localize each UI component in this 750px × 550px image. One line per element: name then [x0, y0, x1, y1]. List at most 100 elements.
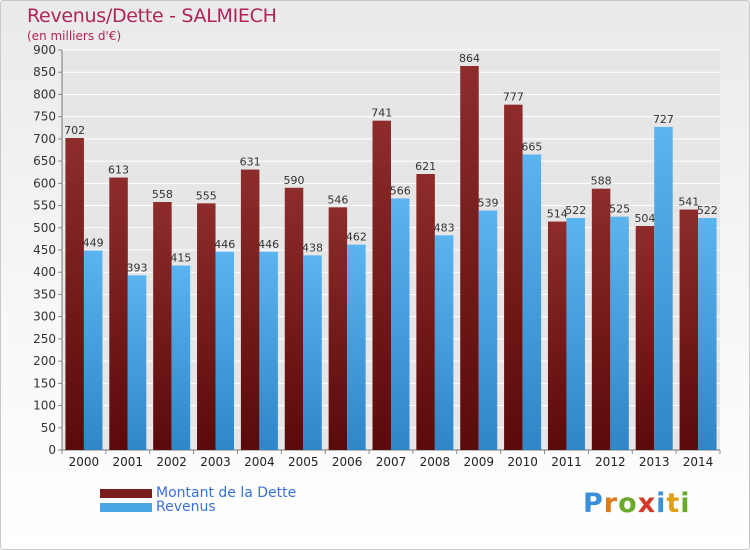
x-tick-label: 2004	[244, 455, 275, 469]
bar-dette	[284, 187, 304, 450]
y-tick-label: 450	[33, 243, 56, 257]
y-tick-label: 500	[33, 221, 56, 235]
bar-revenus	[171, 265, 191, 450]
bar-revenus	[215, 251, 235, 450]
bar-dette	[372, 120, 391, 451]
bar-dette	[504, 104, 523, 451]
bar-dette	[153, 202, 172, 450]
chart-title: Revenus/Dette - SALMIECH	[27, 5, 277, 27]
x-tick-label: 2014	[683, 455, 714, 469]
data-label: 665	[521, 140, 542, 153]
bar-dette	[591, 188, 611, 450]
x-tick-label: 2000	[69, 455, 100, 469]
y-tick-label: 750	[33, 110, 56, 124]
data-label: 621	[415, 160, 436, 173]
y-tick-label: 150	[33, 376, 56, 390]
bar-revenus	[303, 255, 322, 450]
bar-revenus	[698, 218, 717, 450]
bar-revenus	[259, 251, 278, 450]
data-label: 446	[258, 238, 279, 251]
legend-label-dette: Montant de la Dette	[156, 485, 297, 501]
x-tick-label: 2010	[507, 455, 538, 469]
y-tick-label: 400	[33, 265, 56, 279]
data-label: 415	[170, 252, 191, 265]
data-label: 393	[127, 261, 148, 274]
data-label: 546	[327, 193, 348, 206]
data-label: 462	[346, 231, 367, 244]
data-label: 702	[64, 124, 85, 137]
y-tick-label: 0	[48, 443, 56, 457]
data-label: 864	[459, 52, 480, 65]
y-tick-label: 600	[33, 176, 56, 190]
data-label: 727	[653, 113, 674, 126]
bar-dette	[197, 203, 216, 450]
data-label: 522	[565, 204, 586, 217]
data-label: 446	[214, 238, 235, 251]
y-tick-label: 650	[33, 154, 56, 168]
bar-revenus	[83, 250, 103, 450]
x-tick-label: 2007	[376, 455, 407, 469]
x-tick-label: 2008	[420, 455, 451, 469]
legend-swatch-dette	[100, 489, 152, 498]
bar-dette	[460, 66, 479, 450]
bar-dette	[65, 138, 84, 450]
data-label: 449	[83, 236, 104, 249]
data-label: 555	[196, 189, 217, 202]
y-tick-label: 50	[41, 421, 56, 435]
data-label: 590	[284, 174, 305, 187]
data-label: 514	[547, 208, 568, 221]
bar-dette	[416, 174, 435, 450]
y-tick-label: 100	[33, 399, 56, 413]
bar-revenus	[391, 198, 410, 450]
x-tick-label: 2011	[551, 455, 582, 469]
x-tick-label: 2013	[639, 455, 670, 469]
data-label: 588	[591, 175, 612, 188]
data-label: 558	[152, 188, 173, 201]
y-tick-label: 200	[33, 354, 56, 368]
chart-subtitle: (en milliers d'€)	[27, 29, 122, 43]
y-tick-label: 850	[33, 65, 56, 79]
data-label: 522	[697, 204, 718, 217]
data-label: 741	[371, 107, 392, 120]
bar-revenus	[434, 235, 454, 450]
proxiti-logo: Proxiti	[583, 488, 691, 519]
data-label: 777	[503, 91, 524, 104]
data-label: 539	[477, 196, 498, 209]
bar-revenus	[610, 216, 629, 450]
bar-dette	[679, 209, 699, 450]
x-tick-label: 2002	[156, 455, 187, 469]
data-label: 541	[678, 196, 699, 209]
bar-revenus	[566, 218, 585, 450]
y-tick-label: 800	[33, 87, 56, 101]
x-tick-label: 2003	[200, 455, 231, 469]
data-label: 525	[609, 203, 630, 216]
data-label: 504	[634, 212, 655, 225]
bar-dette	[635, 226, 655, 450]
bar-dette	[240, 169, 260, 451]
x-tick-label: 2012	[595, 455, 626, 469]
data-label: 566	[390, 184, 411, 197]
bar-dette	[547, 221, 567, 450]
bar-revenus	[522, 154, 542, 450]
bar-dette	[109, 177, 128, 451]
y-tick-label: 550	[33, 199, 56, 213]
legend-swatch-revenus	[100, 503, 152, 512]
x-tick-label: 2006	[332, 455, 363, 469]
data-label: 631	[240, 156, 261, 169]
y-tick-label: 350	[33, 287, 56, 301]
bar-revenus	[347, 244, 366, 450]
legend-label-revenus: Revenus	[156, 499, 216, 515]
x-tick-label: 2009	[463, 455, 494, 469]
bar-revenus	[654, 126, 673, 450]
data-label: 438	[302, 241, 323, 254]
y-tick-label: 250	[33, 332, 56, 346]
bar-revenus	[478, 210, 498, 450]
data-label: 483	[434, 221, 455, 234]
bar-revenus	[127, 275, 147, 450]
x-tick-label: 2001	[113, 455, 144, 469]
y-tick-label: 300	[33, 310, 56, 324]
x-tick-label: 2005	[288, 455, 319, 469]
y-tick-label: 900	[33, 43, 56, 57]
bar-dette	[328, 207, 348, 450]
